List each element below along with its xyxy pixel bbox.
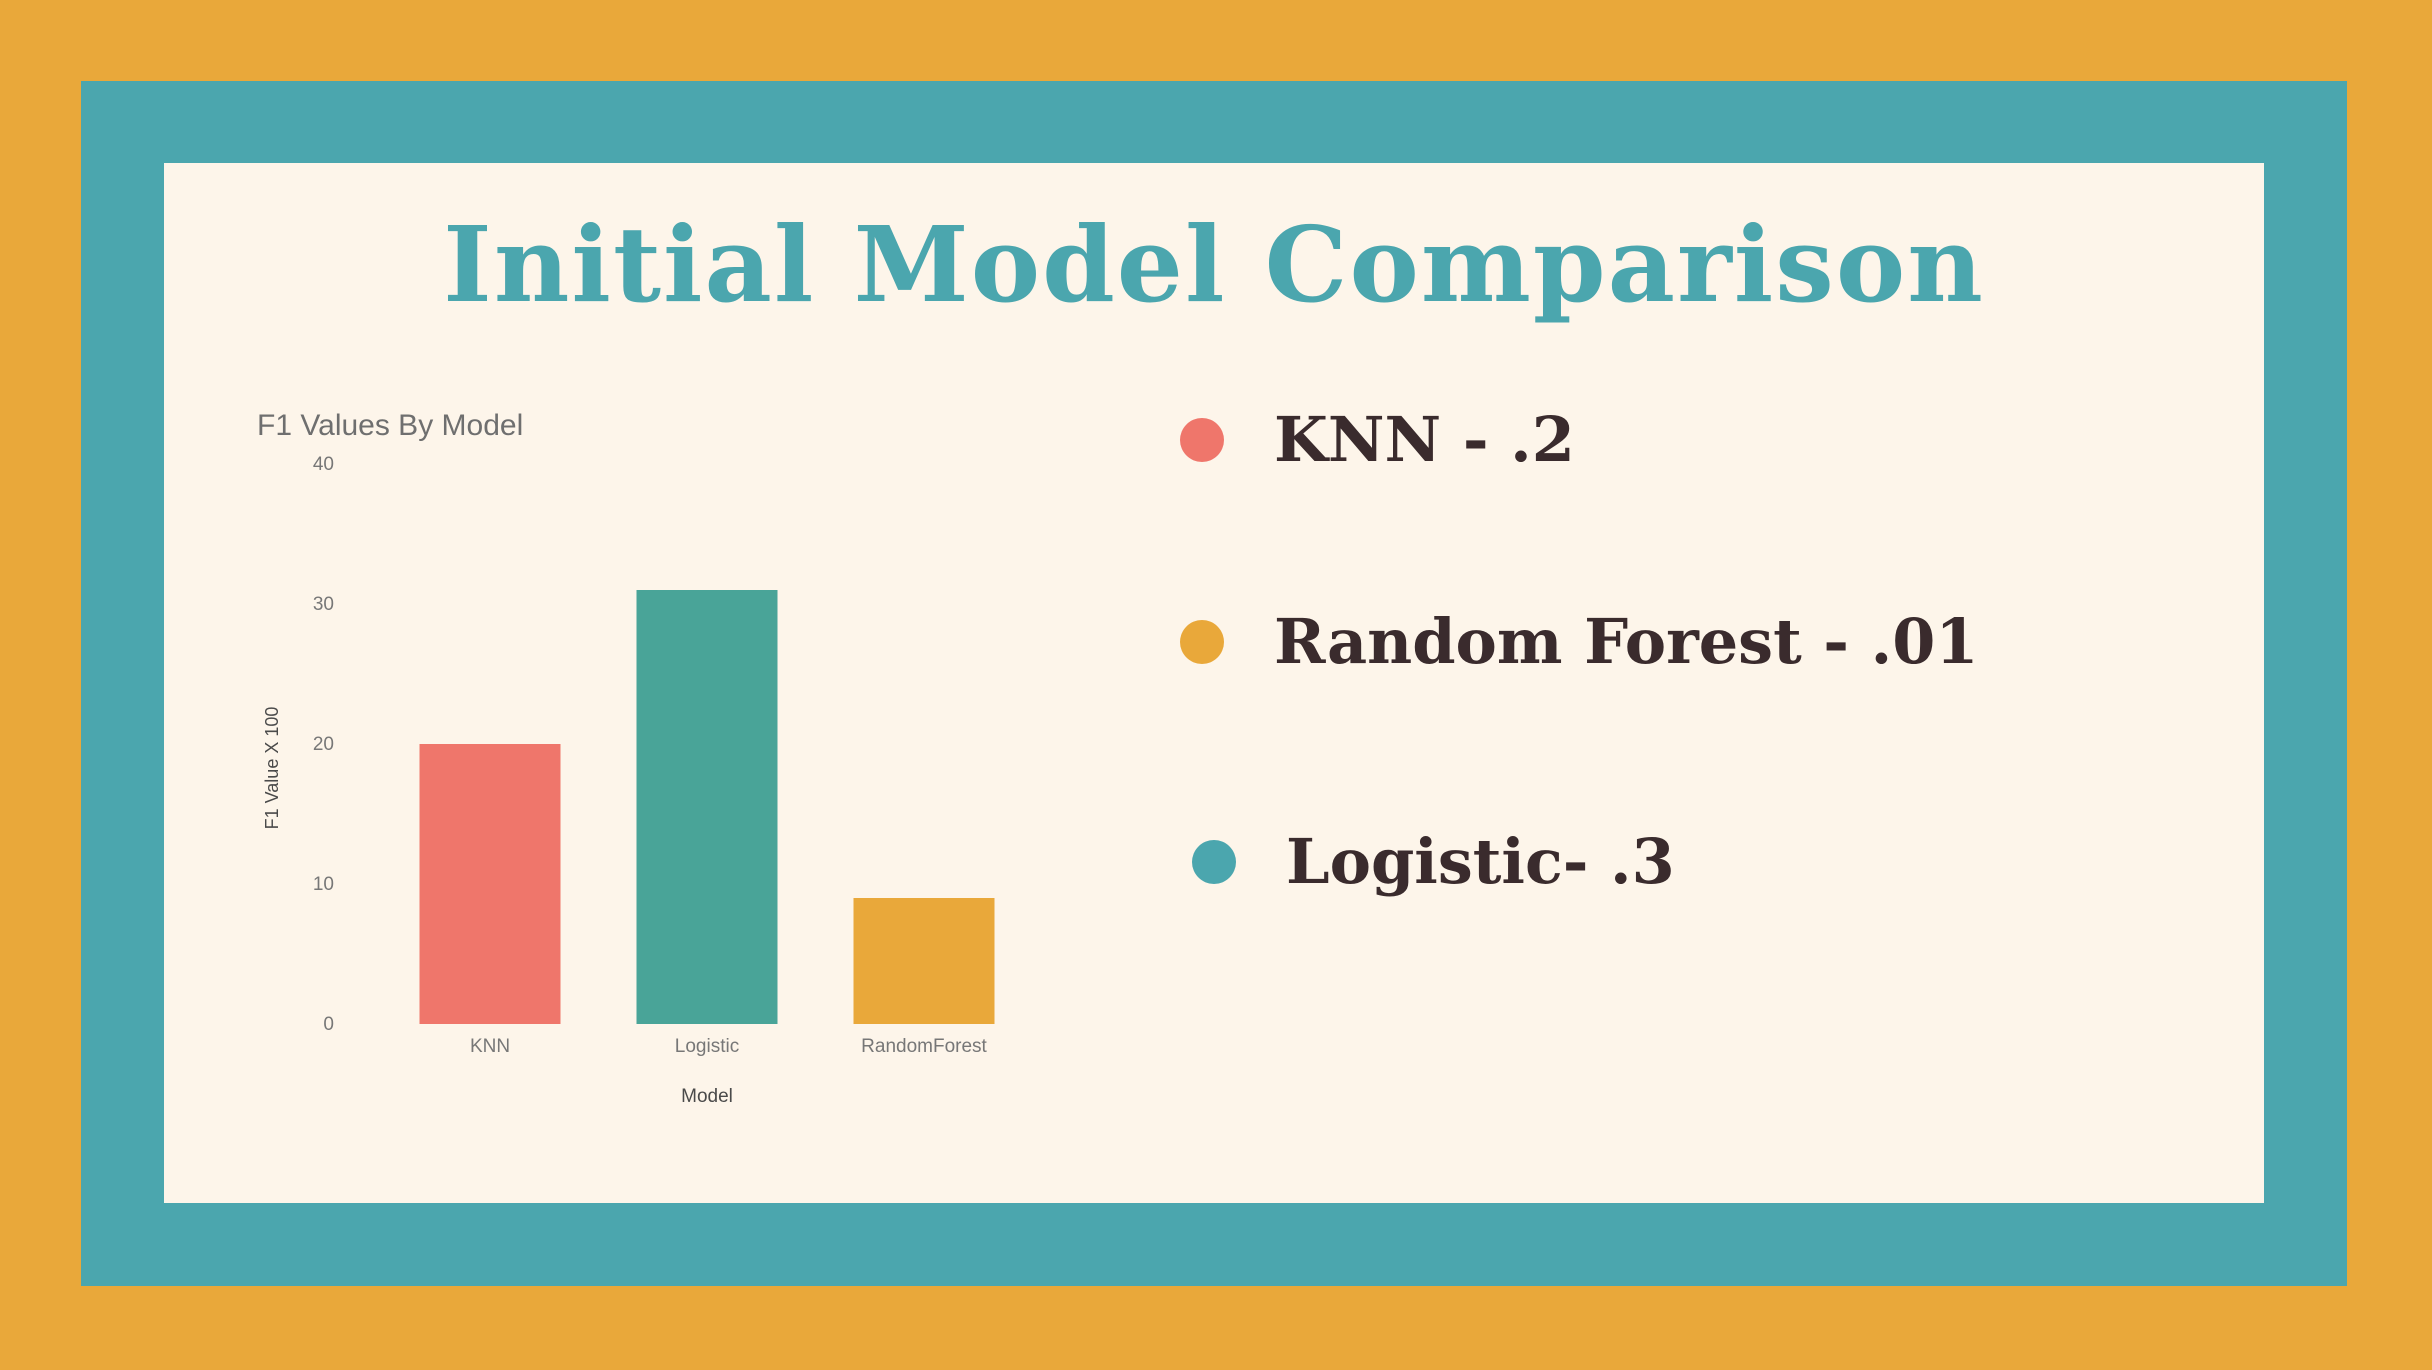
legend-label-randomforest: Random Forest - .01 xyxy=(1274,605,1979,678)
bar-chart: F1 Values By Model 0 10 20 30 40 F1 Value X 10… xyxy=(234,373,1234,1113)
x-tick-label: Logistic xyxy=(675,1036,739,1057)
y-tick-label: 10 xyxy=(313,874,334,895)
bar-randomforest xyxy=(853,898,995,1024)
legend-item-randomforest: Random Forest - .01 xyxy=(1180,605,1979,678)
legend-label-knn: KNN - .2 xyxy=(1274,403,1575,476)
y-tick-label: 30 xyxy=(313,594,334,615)
x-tick-label: RandomForest xyxy=(861,1036,987,1057)
bar-knn xyxy=(419,744,561,1024)
legend-label-logistic: Logistic- .3 xyxy=(1286,825,1675,898)
x-axis-label: Model xyxy=(681,1086,733,1107)
bar-logistic xyxy=(636,590,778,1024)
x-tick-label: KNN xyxy=(470,1036,510,1057)
y-tick-label: 40 xyxy=(313,454,334,475)
legend-item-knn: KNN - .2 xyxy=(1180,403,1575,476)
chart-svg: F1 Values By Model 0 10 20 30 40 F1 Value X 10… xyxy=(257,409,995,1107)
chart-title: F1 Values By Model xyxy=(257,409,523,442)
y-tick-label: 20 xyxy=(313,734,334,755)
y-axis-label: F1 Value X 100 xyxy=(262,707,282,830)
slide-title: Initial Model Comparison xyxy=(443,203,1985,326)
y-tick-label: 0 xyxy=(323,1014,334,1035)
slide-canvas: Initial Model Comparison F1 Values By Mo… xyxy=(164,163,2264,1203)
legend-item-logistic: Logistic- .3 xyxy=(1192,825,1675,898)
